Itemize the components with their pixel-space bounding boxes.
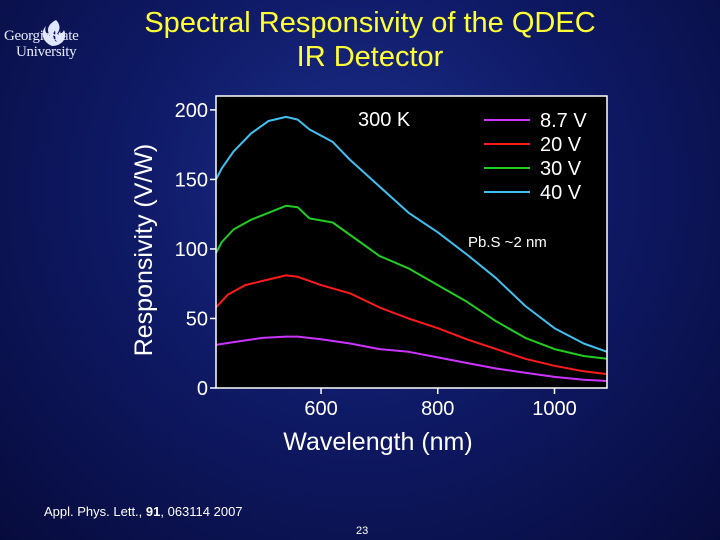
legend: 8.7 V20 V30 V40 V — [484, 110, 587, 204]
logo-line2: University — [16, 44, 77, 60]
citation-prefix: Appl. Phys. Lett., — [44, 504, 146, 519]
series-layer — [215, 115, 608, 382]
legend-label-3: 30 V — [540, 158, 582, 180]
axes-layer: 0 50 100 150 200 600 800 1000 — [175, 95, 608, 420]
y-tick-label: 100 — [175, 239, 208, 261]
series-line-1 — [215, 335, 608, 382]
x-tick-label: 1000 — [532, 398, 577, 420]
title-line-2: IR Detector — [296, 41, 444, 73]
citation-volume: 91 — [145, 504, 161, 519]
series-line-2 — [215, 274, 608, 376]
y-tick-label: 50 — [186, 308, 208, 330]
y-tick-label: 150 — [175, 169, 208, 191]
x-axis-label: Wavelength (nm) — [283, 428, 472, 456]
university-logo: GeorgiaState University — [4, 28, 79, 60]
plot-frame — [215, 95, 608, 389]
series-line-4 — [215, 115, 608, 353]
y-axis-label: Responsivity (V/W) — [130, 144, 158, 357]
title-line-1: Spectral Responsivity of the QDEC — [144, 7, 596, 39]
y-tick-label: 200 — [175, 100, 208, 122]
x-tick-label: 800 — [421, 398, 454, 420]
legend-label-1: 8.7 V — [540, 110, 587, 132]
temperature-annotation: 300 K — [358, 109, 411, 131]
responsivity-chart: 0 50 100 150 200 600 800 1000 Responsivity (V/W… — [130, 95, 608, 456]
legend-label-4: 40 V — [540, 182, 582, 204]
citation: Appl. Phys. Lett., 91, 063114 2007 — [44, 504, 243, 519]
flame-icon — [42, 20, 66, 46]
legend-label-2: 20 V — [540, 134, 582, 156]
series-line-3 — [215, 204, 608, 360]
plot-background — [216, 96, 607, 388]
logo-line1: GeorgiaState — [4, 28, 79, 44]
y-tick-label: 0 — [197, 378, 208, 400]
x-tick-label: 600 — [304, 398, 337, 420]
material-annotation: Pb.S ~2 nm — [468, 234, 547, 251]
page-title: Spectral Responsivity of the QDEC IR Det… — [100, 6, 640, 74]
citation-suffix: , 063114 2007 — [160, 504, 243, 519]
page-number: 23 — [356, 525, 369, 537]
